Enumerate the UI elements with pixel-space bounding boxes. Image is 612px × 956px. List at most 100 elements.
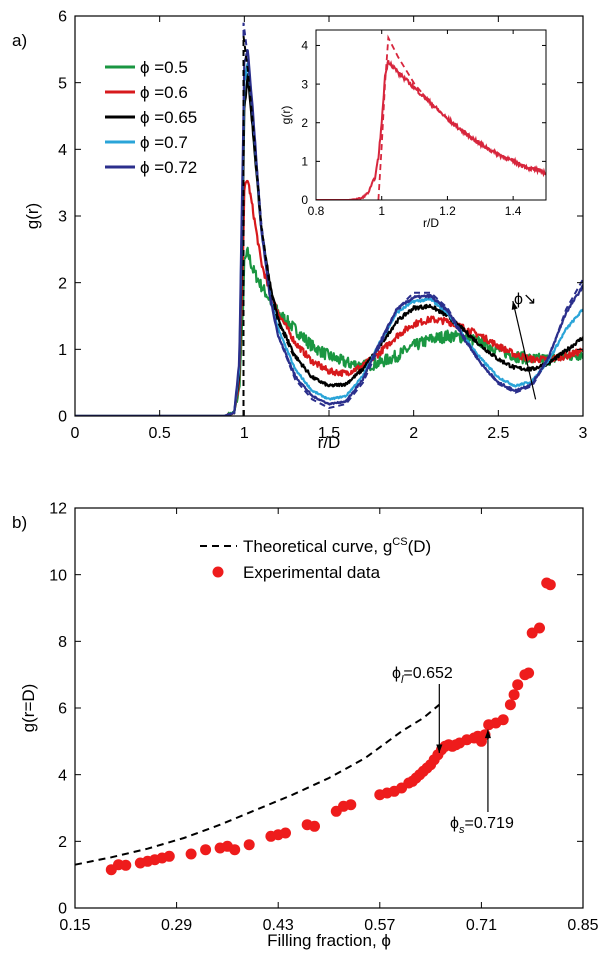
legend-label-phi-065: ϕ =0.65 xyxy=(140,108,197,127)
panel-a-x-tick-label-6: 3 xyxy=(579,425,588,442)
legend-label-phi-072: ϕ =0.72 xyxy=(140,158,197,177)
panel-a-legend: ϕ =0.5 ϕ =0.6 ϕ =0.65 ϕ =0.7 ϕ =0.72 xyxy=(105,58,197,177)
panel-b-y-tick-label-6: 12 xyxy=(49,501,67,518)
panel-b-legend: Theoretical curve, gCS(D) Experimental d… xyxy=(200,536,431,582)
panel-b-x-tick-label-4: 0.71 xyxy=(466,917,497,934)
panel-b: b) 0.15 0.29 0.43 0.57 0.71 0.85 0 2 4 6 8 10 12 Fi… xyxy=(12,501,599,950)
data-point-2 xyxy=(120,859,132,871)
phi-s-annotation: ϕs=0.719 xyxy=(450,729,514,836)
panel-b-y-ticks: 0 2 4 6 8 10 12 xyxy=(49,501,583,918)
inset-theory-curve xyxy=(377,34,546,200)
inset-y-tick-label-0: 0 xyxy=(301,193,308,207)
panel-a-y-tick-label-5: 5 xyxy=(58,75,67,92)
panel-a-x-tick-label-0: 0 xyxy=(71,425,80,442)
panel-a-y-axis-label: g(r) xyxy=(23,203,42,229)
phi-increase-arrowhead xyxy=(511,301,518,310)
panel-b-y-tick-label-4: 8 xyxy=(58,634,67,651)
inset-y-tick-label-2: 2 xyxy=(301,116,308,130)
panel-a-y-tick-label-1: 1 xyxy=(58,342,67,359)
phi-s-base: ϕ xyxy=(450,815,459,832)
inset-x-axis-label: r/D xyxy=(423,216,439,230)
panel-a-x-tick-label-5: 2.5 xyxy=(487,425,509,442)
data-point-9 xyxy=(200,844,212,856)
data-point-7 xyxy=(163,850,175,862)
panel-b-x-ticks: 0.15 0.29 0.43 0.57 0.71 0.85 xyxy=(59,508,599,934)
inset-x-tick-label-3: 1.4 xyxy=(505,204,522,218)
inset-x-tick-label-2: 1.2 xyxy=(439,204,456,218)
data-point-50 xyxy=(508,689,520,701)
panel-b-y-tick-label-1: 2 xyxy=(58,834,67,851)
phi-s-value: =0.719 xyxy=(464,815,513,832)
panel-a-x-tick-label-1: 0.5 xyxy=(149,425,171,442)
inset-y-axis-label: g(r) xyxy=(279,106,293,125)
phi-l-annotation: ϕl=0.652 xyxy=(392,665,453,753)
phi-s-sub: s xyxy=(459,824,465,836)
panel-b-y-tick-label-0: 0 xyxy=(58,901,67,918)
inset-chart: 0.8 1 1.2 1.4 0 1 2 3 4 r/D g(r) xyxy=(279,29,547,230)
series-line-0 xyxy=(75,246,583,416)
panel-b-plot-area xyxy=(74,577,556,876)
inset-axes-frame xyxy=(315,29,547,201)
inset-series-group xyxy=(316,34,546,200)
panel-a-y-tick-label-6: 6 xyxy=(58,9,67,26)
series-line-1 xyxy=(75,179,583,416)
series-line-3 xyxy=(75,62,583,416)
panel-b-y-tick-label-3: 6 xyxy=(58,701,67,718)
data-point-13 xyxy=(243,839,255,851)
panel-b-x-tick-label-3: 0.57 xyxy=(364,917,395,934)
phi-s-arrowhead xyxy=(484,729,492,739)
panel-a: a) 0 0.5 1 1.5 2 2.5 3 0 1 2 3 4 5 6 r/D g(r) ϕ =0.5… xyxy=(12,9,588,452)
data-point-18 xyxy=(309,820,320,832)
panel-a-x-tick-label-3: 1.5 xyxy=(318,425,340,442)
inset-x-ticks: 0.8 1 1.2 1.4 xyxy=(308,30,522,218)
data-point-21 xyxy=(345,799,357,811)
phi-l-sub: l xyxy=(401,674,404,686)
inset-y-ticks: 0 1 2 3 4 xyxy=(301,39,546,207)
panel-a-y-tick-label-2: 2 xyxy=(58,275,67,292)
legend-label-phi-06: ϕ =0.6 xyxy=(140,83,188,102)
phi-s-label: ϕs=0.719 xyxy=(450,815,514,836)
panel-b-x-tick-label-1: 0.29 xyxy=(161,917,192,934)
series-line-4 xyxy=(75,49,583,416)
panel-a-x-ticks: 0 0.5 1 1.5 2 2.5 3 xyxy=(71,16,588,442)
inset-y-tick-label-1: 1 xyxy=(301,155,308,169)
data-point-8 xyxy=(185,848,197,860)
data-point-57 xyxy=(544,579,556,591)
panel-b-y-axis-label: g(r=D) xyxy=(19,684,38,733)
data-point-51 xyxy=(512,679,524,691)
inset-x-tick-label-0: 0.8 xyxy=(308,204,325,218)
panel-b-x-axis-label: Filling fraction, ϕ xyxy=(267,931,391,950)
panel-b-x-tick-label-5: 0.85 xyxy=(567,917,598,934)
legend-label-phi-05: ϕ =0.5 xyxy=(140,58,188,77)
phi-increase-arrow xyxy=(512,300,537,400)
panel-b-label: b) xyxy=(12,513,27,532)
panel-a-plot-area xyxy=(75,22,583,416)
legend-label-phi-07: ϕ =0.7 xyxy=(140,133,188,152)
phi-increase-annotation: ϕ↘ xyxy=(511,291,537,400)
legend-swatch-experiment xyxy=(212,566,224,578)
inset-background xyxy=(316,30,546,200)
phi-l-value: =0.652 xyxy=(403,665,452,682)
panel-a-y-tick-label-3: 3 xyxy=(58,209,67,226)
data-point-53 xyxy=(523,667,535,679)
data-point-12 xyxy=(229,844,241,856)
data-point-49 xyxy=(504,699,516,711)
panel-a-label: a) xyxy=(12,31,27,50)
panel-b-y-tick-label-2: 4 xyxy=(58,767,67,784)
inset-y-tick-label-3: 3 xyxy=(301,77,308,91)
legend-theory-sup: CS xyxy=(392,536,407,548)
inset-plot-area xyxy=(316,34,546,200)
panel-a-x-tick-label-4: 2 xyxy=(409,425,418,442)
legend-theory-tail: (D) xyxy=(408,537,432,556)
panel-b-x-tick-label-2: 0.43 xyxy=(263,917,294,934)
panel-a-y-ticks: 0 1 2 3 4 5 6 xyxy=(58,9,583,426)
panel-a-x-tick-label-2: 1 xyxy=(240,425,249,442)
panel-a-y-tick-label-4: 4 xyxy=(58,142,67,159)
theory-curve-1 xyxy=(242,35,297,416)
panel-a-series-group xyxy=(75,22,583,416)
panel-b-x-tick-label-0: 0.15 xyxy=(59,917,90,934)
theory-curve-cs xyxy=(74,703,440,866)
phi-l-label: ϕl=0.652 xyxy=(392,665,453,686)
series-line-2 xyxy=(75,73,583,416)
